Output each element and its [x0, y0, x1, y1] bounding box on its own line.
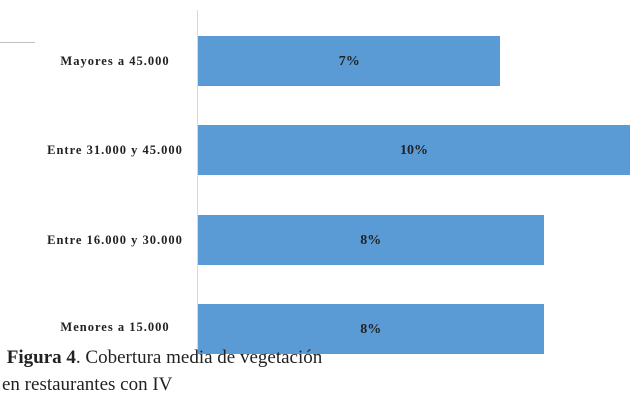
bar: [198, 36, 501, 86]
category-axis: [197, 10, 198, 360]
decor-line: [0, 42, 35, 43]
category-label: Mayores a 45.000: [60, 54, 170, 68]
value-label: 8%: [360, 232, 382, 248]
category-label: Entre 16.000 y 30.000: [47, 232, 183, 247]
bar: [198, 214, 544, 265]
value-label: 7%: [338, 54, 360, 69]
caption-line: Figura 4. Cobertura media de vegetación: [2, 344, 323, 371]
bar: [198, 303, 544, 354]
caption: Figura 4. Cobertura media de vegetación …: [2, 344, 322, 398]
caption-label: Figura 4: [6, 347, 76, 368]
bar: [198, 125, 630, 176]
category-label: Menores a 15.000: [60, 319, 170, 334]
value-label: 10%: [400, 143, 428, 159]
caption-text: . Cobertura media de vegetación: [75, 347, 323, 368]
value-label: 8%: [360, 321, 382, 337]
category-label: Entre 31.000 y 45.000: [47, 143, 183, 158]
caption-line: en restaurantes con IV: [2, 374, 173, 395]
